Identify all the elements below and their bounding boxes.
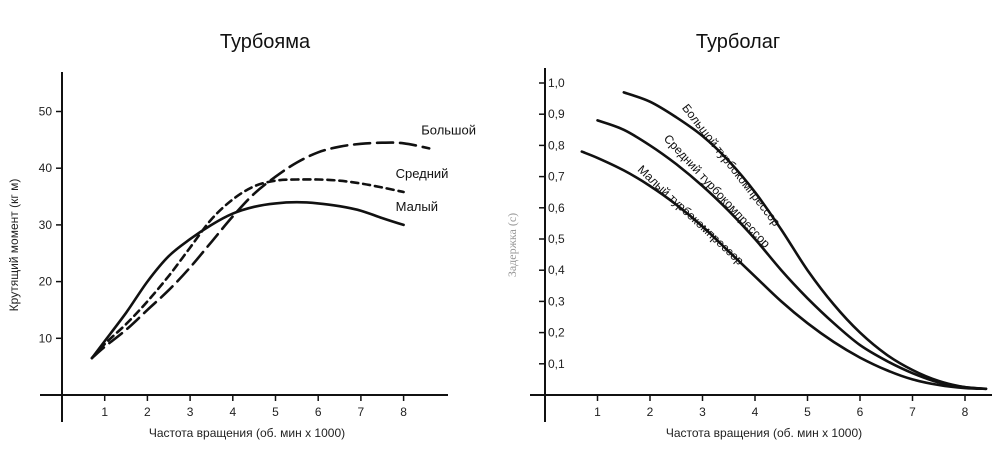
turbo-pit-x-tick-label: 2 bbox=[144, 405, 151, 419]
turbo-lag-series-large bbox=[622, 91, 988, 391]
turbo-lag-series-small bbox=[580, 150, 988, 391]
turbo-pit-y-tick-label: 50 bbox=[39, 105, 53, 119]
turbo-pit-y-tick-label: 20 bbox=[39, 275, 53, 289]
turbo-lag-y-tick-label: 1,0 bbox=[548, 76, 565, 90]
turbo-pit-y-tick-label: 30 bbox=[39, 218, 53, 232]
turbo-pit-chart: Турбояма Частота вращения (об. мин х 100… bbox=[7, 31, 476, 440]
turbo-lag-ylabel: Задержка (с) bbox=[505, 213, 519, 277]
turbo-pit-x-tick-label: 7 bbox=[358, 405, 365, 419]
turbo-pit-series-small bbox=[90, 200, 405, 360]
turbo-pit-x-tick-label: 3 bbox=[187, 405, 194, 419]
turbo-pit-y-tick-label: 10 bbox=[39, 331, 53, 345]
turbo-pit-series-label: Большой bbox=[421, 122, 476, 137]
turbo-lag-y-tick-label: 0,7 bbox=[548, 170, 565, 184]
turbo-lag-xlabel: Частота вращения (об. мин х 1000) bbox=[666, 426, 862, 440]
turbo-lag-y-tick-label: 0,6 bbox=[548, 201, 565, 215]
turbo-pit-x-tick-label: 5 bbox=[272, 405, 279, 419]
turbo-lag-y-tick-label: 0,5 bbox=[548, 232, 565, 246]
turbo-lag-series-medium bbox=[596, 119, 988, 391]
turbo-pit-x-tick-label: 1 bbox=[101, 405, 108, 419]
turbo-lag-x-tick-label: 1 bbox=[594, 405, 601, 419]
turbo-lag-y-tick-label: 0,1 bbox=[548, 357, 565, 371]
turbo-pit-x-tick-label: 6 bbox=[315, 405, 322, 419]
turbo-lag-chart: Турболаг Частота вращения (об. мин х 100… bbox=[505, 31, 992, 440]
turbo-pit-series-large bbox=[90, 141, 431, 360]
turbo-lag-y-tick-label: 0,9 bbox=[548, 107, 565, 121]
turbo-pit-x-tick-label: 8 bbox=[400, 405, 407, 419]
turbo-lag-x-tick-label: 7 bbox=[909, 405, 916, 419]
turbo-pit-ylabel: Крутящий момент (кг м) bbox=[7, 179, 21, 312]
turbo-lag-x-tick-label: 4 bbox=[752, 405, 759, 419]
turbo-lag-title: Турболаг bbox=[696, 31, 780, 53]
turbo-lag-y-tick-label: 0,2 bbox=[548, 326, 565, 340]
turbo-pit-xlabel: Частота вращения (об. мин х 1000) bbox=[149, 426, 345, 440]
turbo-lag-x-tick-label: 3 bbox=[699, 405, 706, 419]
turbo-lag-x-tick-label: 5 bbox=[804, 405, 811, 419]
turbo-pit-series-label: Средний bbox=[396, 166, 449, 181]
turbo-lag-x-tick-label: 8 bbox=[962, 405, 969, 419]
turbo-lag-x-tick-label: 6 bbox=[857, 405, 864, 419]
turbo-pit-x-tick-label: 4 bbox=[229, 405, 236, 419]
turbo-lag-y-tick-label: 0,8 bbox=[548, 138, 565, 152]
turbo-pit-y-tick-label: 40 bbox=[39, 161, 53, 175]
turbo-pit-title: Турбояма bbox=[220, 31, 311, 53]
turbo-pit-series-medium bbox=[90, 178, 405, 360]
turbo-pit-series-label: Малый bbox=[396, 199, 438, 214]
turbo-lag-x-tick-label: 2 bbox=[647, 405, 654, 419]
turbo-lag-y-tick-label: 0,4 bbox=[548, 263, 565, 277]
turbo-lag-y-tick-label: 0,3 bbox=[548, 294, 565, 308]
